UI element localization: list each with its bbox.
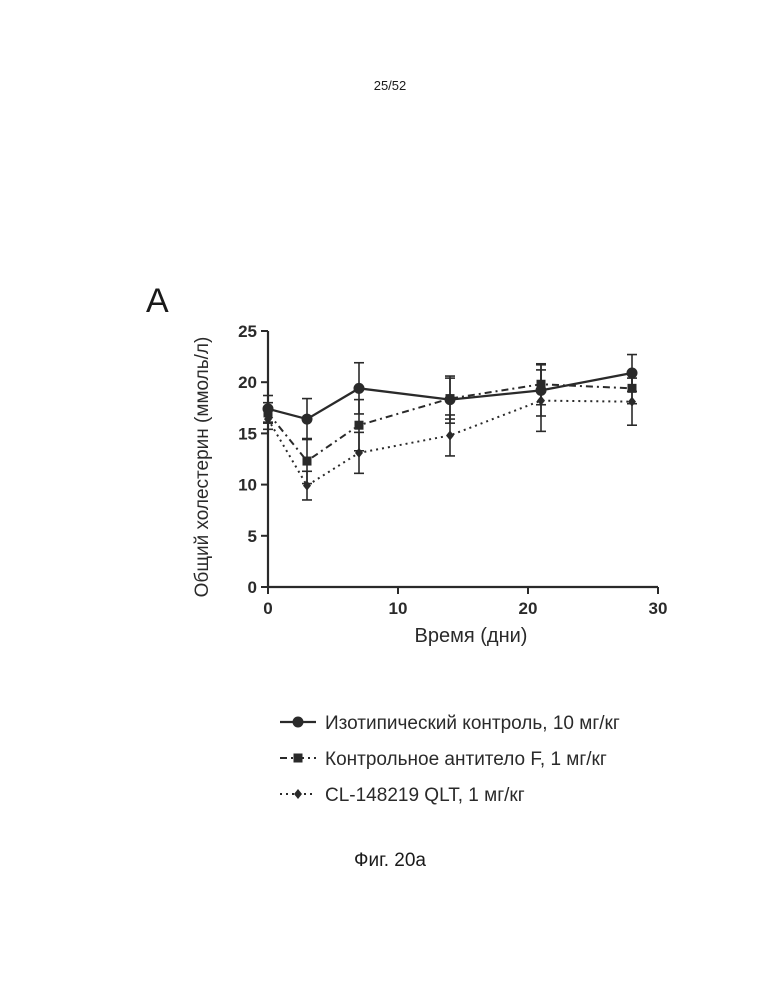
data-point	[628, 397, 636, 407]
legend-label: CL-148219 QLT, 1 мг/кг	[325, 785, 525, 806]
y-tick-label: 20	[238, 373, 257, 392]
y-tick-label: 15	[238, 424, 257, 443]
data-point	[354, 383, 365, 394]
data-point	[302, 414, 313, 425]
y-tick-label: 10	[238, 476, 257, 495]
legend-entry-2: Контрольное антитело F, 1 мг/кг	[280, 749, 607, 770]
chart-legend: Изотипический контроль, 10 мг/кг Контроль…	[280, 713, 620, 806]
figure-caption: Фиг. 20а	[0, 850, 780, 872]
x-tick-label: 0	[263, 599, 272, 618]
legend-entry-3: CL-148219 QLT, 1 мг/кг	[280, 785, 525, 806]
y-tick-label: 25	[238, 322, 257, 341]
x-axis-title: Время (дни)	[415, 625, 528, 647]
data-point	[303, 457, 312, 466]
x-tick-label: 10	[389, 599, 408, 618]
legend-marker	[294, 789, 302, 799]
y-tick-label: 5	[248, 527, 257, 546]
y-axis-title: Общий холестерин (ммоль/л)	[192, 337, 213, 598]
x-tick-label: 30	[649, 599, 668, 618]
legend-entry-1: Изотипический контроль, 10 мг/кг	[280, 713, 620, 734]
data-point	[355, 448, 363, 458]
legend-label: Контрольное антитело F, 1 мг/кг	[325, 749, 607, 770]
legend-marker	[294, 754, 303, 763]
chart-axes: 0 5 10 15 20 25 0 10 20 30 Время (дни) Общий холест…	[192, 322, 667, 647]
data-point	[446, 430, 454, 440]
y-tick-label: 0	[248, 578, 257, 597]
legend-marker	[293, 717, 304, 728]
x-tick-label: 20	[519, 599, 538, 618]
data-point	[355, 421, 364, 430]
chart-marks	[263, 355, 638, 500]
data-point	[446, 394, 455, 403]
legend-label: Изотипический контроль, 10 мг/кг	[325, 713, 620, 734]
